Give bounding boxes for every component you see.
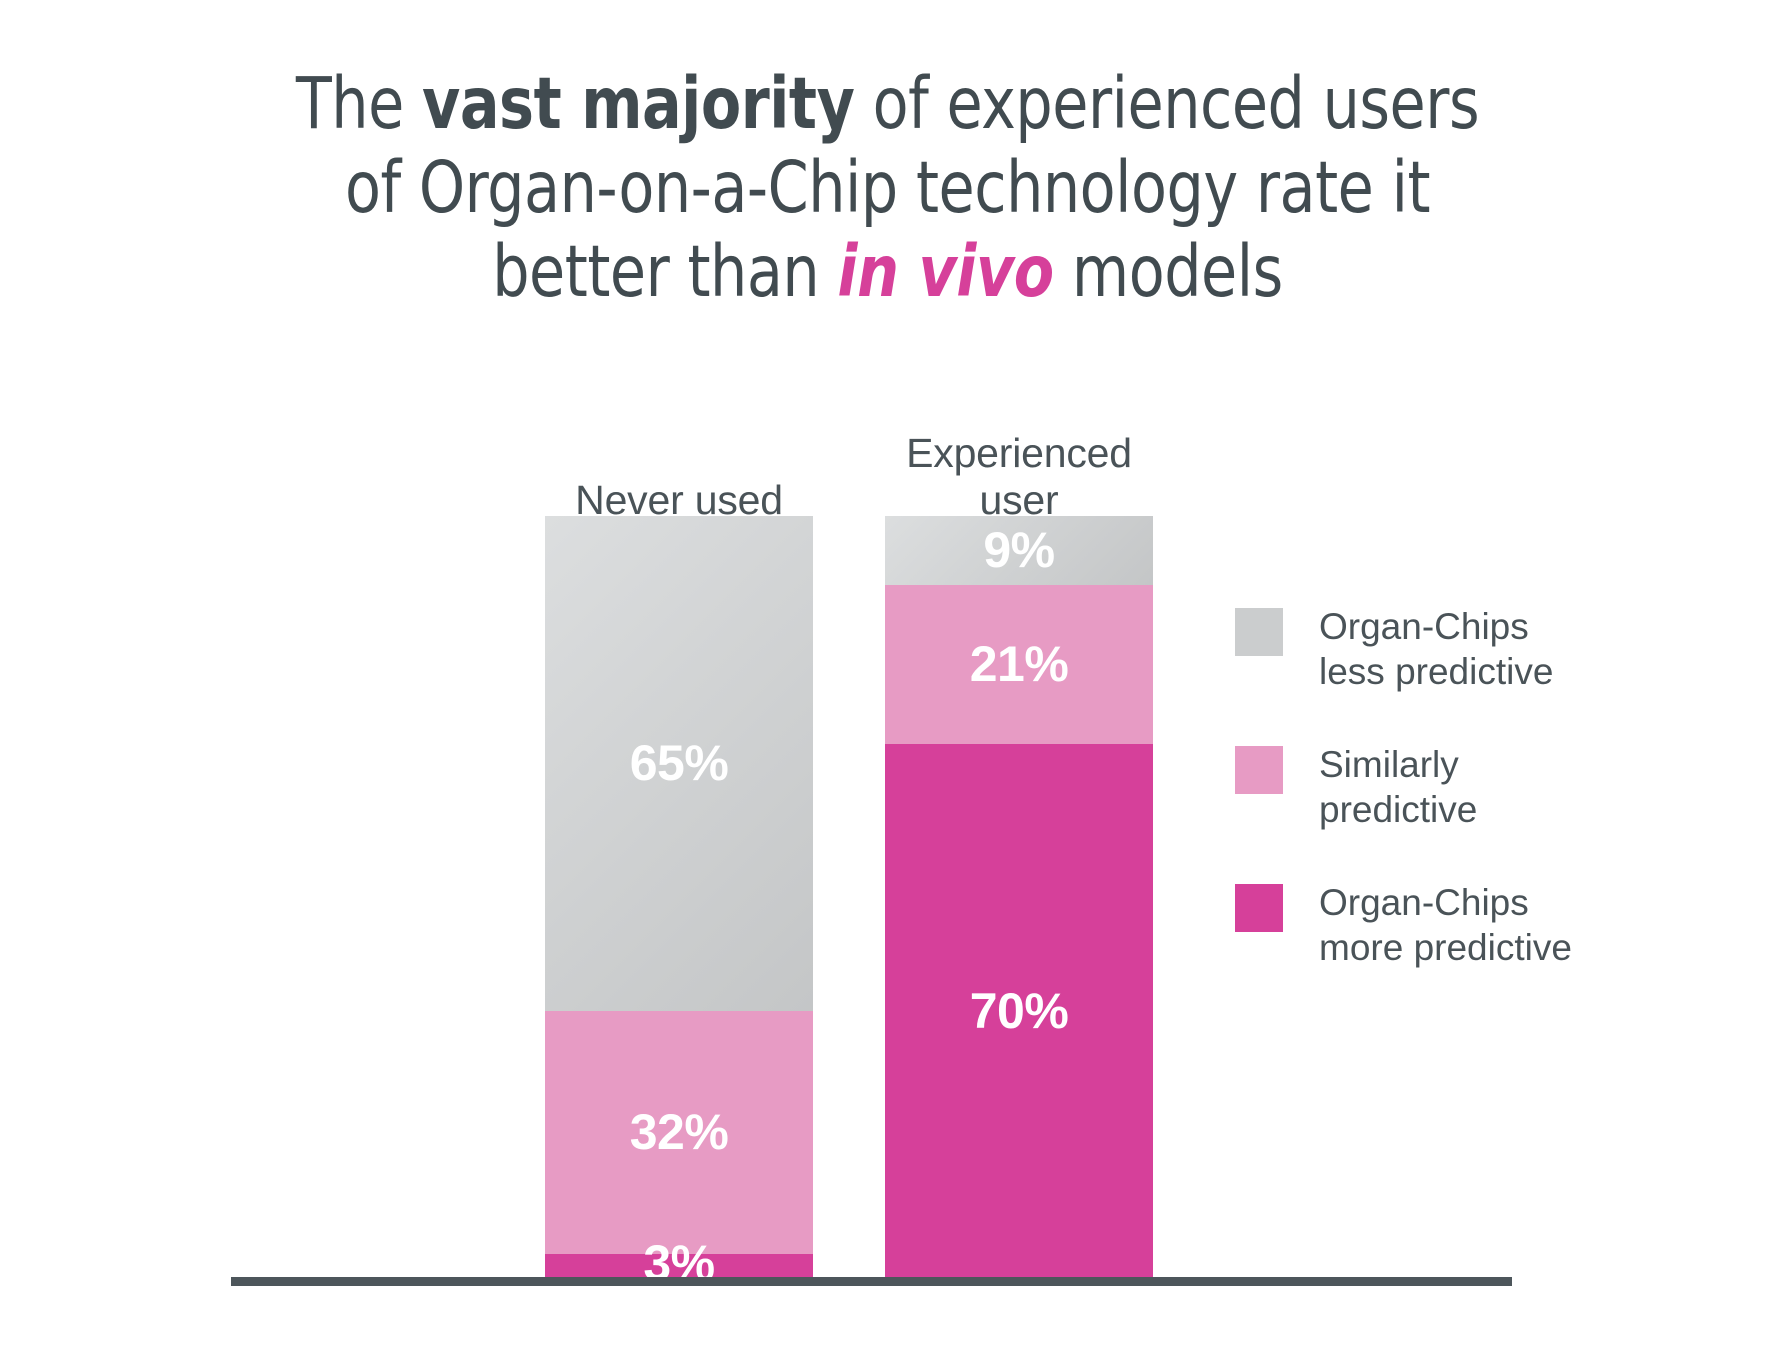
legend-swatch-icon <box>1235 608 1283 656</box>
legend-swatch-icon <box>1235 884 1283 932</box>
chart-legend: Organ-Chips less predictive Similarly pr… <box>1235 604 1675 1018</box>
bar-value-label: 32% <box>629 1104 729 1161</box>
title-emphasis-vast-majority: vast majority <box>422 62 855 145</box>
legend-item-less-predictive[interactable]: Organ-Chips less predictive <box>1235 604 1675 694</box>
title-line-3: better than in vivo models <box>71 230 1704 314</box>
bar-stack-experienced-user: 9% 21% 70% <box>885 516 1153 1277</box>
bar-stack-never-used: 65% 32% 3% <box>545 516 813 1288</box>
legend-swatch-icon <box>1235 746 1283 794</box>
title-line-3-suffix: models <box>1053 230 1283 313</box>
legend-item-similarly-predictive[interactable]: Similarly predictive <box>1235 742 1675 832</box>
bar-segment-never-used-less-predictive[interactable]: 65% <box>545 516 813 1011</box>
bar-segment-experienced-user-similarly-predictive[interactable]: 21% <box>885 584 1153 745</box>
legend-label-line: predictive <box>1319 789 1478 830</box>
bar-value-label: 21% <box>969 636 1069 693</box>
title-line-1: The vast majority of experienced users <box>71 62 1704 146</box>
title-line-3-prefix: better than <box>492 230 838 313</box>
legend-item-more-predictive[interactable]: Organ-Chips more predictive <box>1235 880 1675 970</box>
legend-label-similarly-predictive: Similarly predictive <box>1319 742 1477 832</box>
category-label-never-used: Never used <box>545 430 813 524</box>
bar-value-label: 9% <box>983 522 1055 579</box>
bar-group-experienced-user: Experienced user 9% 21% 70% <box>885 430 1153 1277</box>
bar-segment-experienced-user-more-predictive[interactable]: 70% <box>885 744 1153 1277</box>
legend-label-line: more predictive <box>1319 927 1572 968</box>
bar-segment-never-used-similarly-predictive[interactable]: 32% <box>545 1010 813 1255</box>
title-line-1-suffix: of experienced users <box>854 62 1480 145</box>
title-accent-in-vivo: in vivo <box>837 230 1054 313</box>
title-line-1-prefix: The <box>295 62 423 145</box>
bar-segment-experienced-user-less-predictive[interactable]: 9% <box>885 516 1153 585</box>
page-title: The vast majority of experienced users o… <box>71 62 1704 314</box>
category-label-line: user <box>979 477 1059 523</box>
category-label-experienced-user: Experienced user <box>885 430 1153 524</box>
legend-label-line: Similarly <box>1319 744 1459 785</box>
category-label-line: Experienced <box>906 430 1132 476</box>
legend-label-line: Organ-Chips <box>1319 882 1529 923</box>
title-line-2: of Organ-on-a-Chip technology rate it <box>344 146 1431 229</box>
legend-label-line: less predictive <box>1319 651 1554 692</box>
bar-group-never-used: Never used 65% 32% 3% <box>545 430 813 1288</box>
legend-label-less-predictive: Organ-Chips less predictive <box>1319 604 1553 694</box>
category-label-line: Never used <box>575 477 783 523</box>
bar-value-label: 65% <box>629 735 729 792</box>
legend-label-line: Organ-Chips <box>1319 606 1529 647</box>
x-axis-baseline <box>231 1277 1512 1286</box>
bar-value-label: 70% <box>969 982 1069 1039</box>
legend-label-more-predictive: Organ-Chips more predictive <box>1319 880 1572 970</box>
bar-segment-never-used-more-predictive[interactable]: 3% <box>545 1238 813 1288</box>
